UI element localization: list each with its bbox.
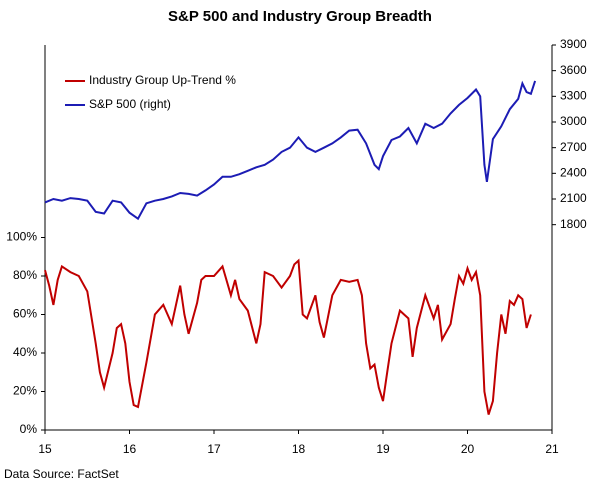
y2-tick-label: 2700 — [560, 140, 587, 154]
x-tick-label: 16 — [123, 442, 137, 456]
y2-tick-label: 2100 — [560, 191, 587, 205]
series-line — [44, 258, 532, 415]
y2-tick-label: 2400 — [560, 166, 587, 180]
y2-tick-label: 1800 — [560, 217, 587, 231]
y-tick-label: 60% — [13, 307, 37, 321]
legend-label: Industry Group Up-Trend % — [89, 73, 236, 87]
x-tick-label: 17 — [207, 442, 221, 456]
y2-tick-label: 3000 — [560, 114, 587, 128]
y2-tick-label: 3900 — [560, 37, 587, 51]
y2-tick-label: 3600 — [560, 63, 587, 77]
y2-tick-label: 3300 — [560, 89, 587, 103]
y-tick-label: 100% — [6, 230, 37, 244]
chart-title: S&P 500 and Industry Group Breadth — [168, 8, 432, 25]
x-tick-label: 20 — [461, 442, 475, 456]
series-line — [44, 80, 537, 221]
legend-label: S&P 500 (right) — [89, 97, 171, 111]
y-tick-label: 20% — [13, 384, 37, 398]
y-tick-label: 80% — [13, 268, 37, 282]
x-tick-label: 21 — [545, 442, 559, 456]
y-tick-label: 0% — [20, 422, 38, 436]
source-note: Data Source: FactSet — [4, 467, 119, 481]
x-tick-label: 15 — [38, 442, 52, 456]
y-tick-label: 40% — [13, 345, 37, 359]
x-tick-label: 18 — [292, 442, 306, 456]
x-tick-label: 19 — [376, 442, 390, 456]
